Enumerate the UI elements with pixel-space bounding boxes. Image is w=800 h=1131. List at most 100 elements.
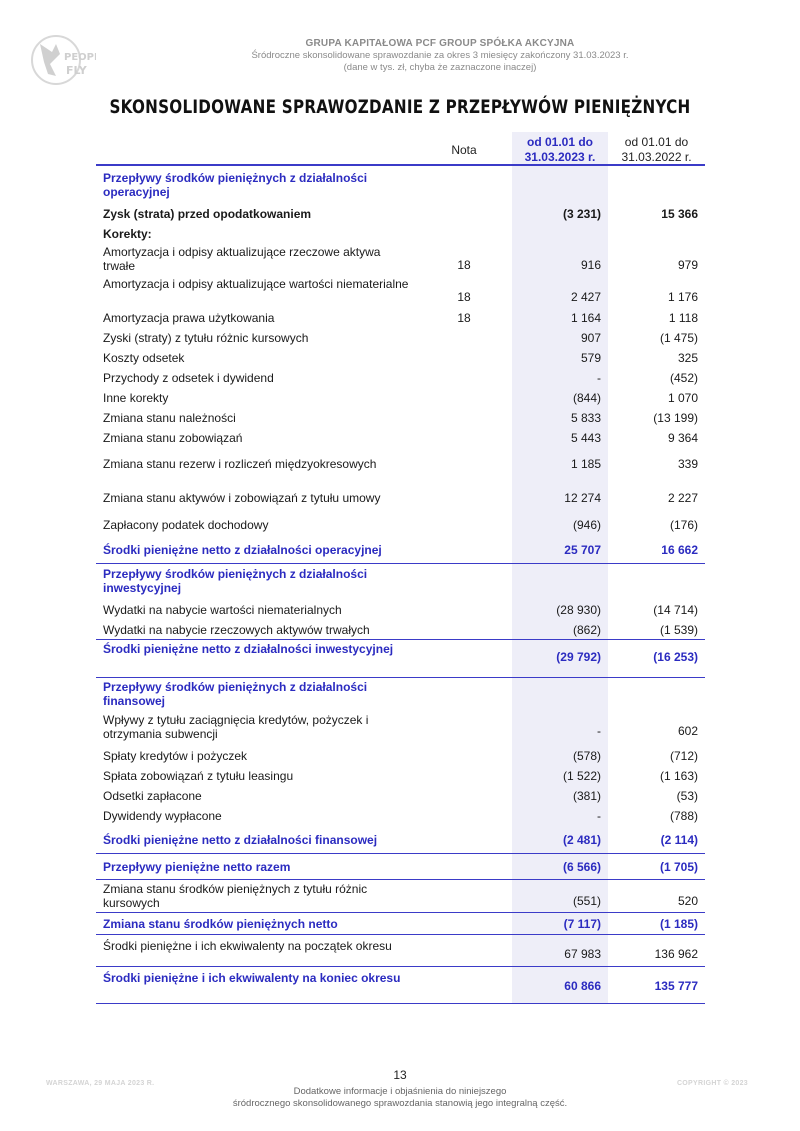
row-label: Amortyzacja i odpisy aktualizujące warto… [103, 277, 409, 291]
table-row: Wydatki na nabycie rzeczowych aktywów tr… [96, 620, 705, 640]
row-label: Zyski (straty) z tytułu różnic kursowych [103, 331, 309, 345]
table-row: Zmiana stanu należności 5 833 (13 199) [96, 408, 705, 428]
row-value-2022: (13 199) [653, 411, 698, 425]
row-value-2022: 1 070 [667, 391, 698, 405]
row-value-2023: - [597, 809, 601, 823]
row-label: Amortyzacja prawa użytkowania [103, 311, 275, 325]
row-value-2022: 9 364 [667, 431, 698, 445]
row-label: Zmiana stanu środków pieniężnych netto [103, 917, 338, 931]
row-label: Zmiana stanu zobowiązań [103, 431, 243, 445]
table-row: Przepływy pieniężne netto razem (6 566) (1… [96, 854, 705, 880]
row-value-2022: 15 366 [661, 207, 698, 221]
row-label: Zmiana stanu rezerw i rozliczeń międzyok… [103, 457, 377, 471]
page-title: SKONSOLIDOWANE SPRAWOZDANIE Z PRZEPŁYWÓW… [109, 96, 691, 118]
row-value-2023: (1 522) [562, 769, 601, 783]
row-value-2022: (452) [669, 371, 698, 385]
row-value-2023: 5 833 [570, 411, 601, 425]
table-row: Amortyzacja i odpisy aktualizujące rzecz… [96, 244, 705, 276]
row-label: Przychody z odsetek i dywidend [103, 371, 274, 385]
row-label: Dywidendy wypłacone [103, 809, 222, 823]
row-value-2023: (3 231) [562, 207, 601, 221]
row-value-2022: 520 [677, 894, 698, 908]
row-value-2022: (176) [669, 518, 698, 532]
table-row: Koszty odsetek 579 325 [96, 348, 705, 368]
page-number: 13 [393, 1068, 407, 1082]
table-row: Środki pieniężne i ich ekwiwalenty na po… [96, 934, 705, 966]
row-value-2023: (28 930) [556, 603, 601, 617]
row-value-2023: - [597, 371, 601, 385]
row-label: Inne korekty [103, 391, 169, 405]
row-value-2023: 579 [580, 351, 601, 365]
footer-place-date: WARSZAWA, 29 MAJA 2023 R. [46, 1080, 155, 1087]
table-row: Przychody z odsetek i dywidend - (452) [96, 368, 705, 388]
row-value-2023: (7 117) [563, 917, 601, 931]
row-value-2022: 16 662 [661, 543, 698, 557]
row-value-2022: (1 185) [659, 917, 698, 931]
row-value-2023: (29 792) [556, 650, 601, 664]
row-value-2023: (6 566) [562, 860, 601, 874]
table-row: Odsetki zapłacone (381) (53) [96, 786, 705, 806]
table-row: Przepływy środków pieniężnych z działaln… [96, 678, 705, 712]
row-label: Środki pieniężne netto z działalności op… [103, 543, 382, 557]
row-label: Przepływy środków pieniężnych z działaln… [103, 680, 368, 708]
row-value-2022: 325 [677, 351, 698, 365]
table-row: Zysk (strata) przed opodatkowaniem (3 231… [96, 204, 705, 224]
prior-period-header: od 01.01 do 31.03.2022 r. [621, 135, 692, 164]
table-row: Przepływy środków pieniężnych z działaln… [96, 564, 705, 600]
footer-copyright: COPYRIGHT © 2023 [676, 1080, 748, 1087]
row-value-2023: 60 866 [564, 979, 601, 993]
row-label: Przepływy środków pieniężnych z działaln… [103, 171, 368, 199]
table-row: Przepływy środków pieniężnych z działaln… [96, 168, 705, 204]
svg-text:PEOPLE: PEOPLE [64, 52, 96, 63]
row-value-2023: (578) [572, 749, 601, 763]
row-value-2023: 2 427 [570, 290, 601, 304]
table-header: Nota od 01.01 do 31.03.2023 r. od 01.01 … [96, 132, 705, 166]
row-label: Odsetki zapłacone [103, 789, 202, 803]
row-value-2023: (862) [572, 623, 601, 637]
row-value-2022: 136 962 [654, 947, 698, 961]
row-value-2023: 916 [580, 258, 601, 272]
row-label: Środki pieniężne netto z działalności in… [103, 642, 394, 656]
row-label: Zysk (strata) przed opodatkowaniem [103, 207, 312, 221]
row-value-2022: 135 777 [654, 979, 698, 993]
table-row: Środki pieniężne netto z działalności fi… [96, 826, 705, 854]
table-row: Inne korekty (844) 1 070 [96, 388, 705, 408]
current-period-column-shade [512, 132, 608, 1004]
table-row: Korekty: [96, 224, 705, 244]
document-header: GRUPA KAPITAŁOWA PCF GROUP SPÓŁKA AKCYJN… [120, 38, 760, 74]
row-label: Wpływy z tytułu zaciągnięcia kredytów, p… [103, 713, 369, 741]
table-row: Zmiana stanu środków pieniężnych netto (7… [96, 912, 705, 934]
row-value-2022: 1 118 [668, 311, 698, 325]
table-row: Amortyzacja i odpisy aktualizujące warto… [96, 276, 705, 308]
table-row: Środki pieniężne netto z działalności in… [96, 640, 705, 678]
nota-header: Nota [451, 143, 477, 157]
table-row: Zmiana stanu środków pieniężnych z tytuł… [96, 880, 705, 912]
row-label: Koszty odsetek [103, 351, 185, 365]
row-label: Spłaty kredytów i pożyczek [103, 749, 248, 763]
report-subtitle: Śródroczne skonsolidowane sprawozdanie z… [251, 50, 629, 61]
row-value-2023: 25 707 [564, 543, 601, 557]
table-row: Zmiana stanu aktywów i zobowiązań z tytu… [96, 480, 705, 514]
row-value-2022: (788) [669, 809, 698, 823]
row-value-2023: - [597, 724, 601, 738]
table-row: Spłata zobowiązań z tytułu leasingu (1 52… [96, 766, 705, 786]
row-value-2022: (1 539) [659, 623, 698, 637]
row-label: Wydatki na nabycie wartości niematerialn… [103, 603, 342, 617]
row-nota: 18 [457, 311, 471, 325]
row-value-2022: 602 [677, 724, 698, 738]
table-row: Zmiana stanu rezerw i rozliczeń międzyok… [96, 448, 705, 480]
row-value-2023: (381) [572, 789, 601, 803]
row-value-2023: 5 443 [570, 431, 601, 445]
row-value-2023: (2 481) [562, 833, 601, 847]
row-label: Zmiana stanu środków pieniężnych z tytuł… [103, 882, 368, 910]
table-row: Amortyzacja prawa użytkowania 18 1 164 1 11… [96, 308, 705, 328]
row-value-2022: (14 714) [653, 603, 698, 617]
row-label: Zmiana stanu należności [103, 411, 236, 425]
row-label: Przepływy środków pieniężnych z działaln… [103, 567, 368, 595]
row-label: Środki pieniężne netto z działalności fi… [103, 833, 378, 847]
table-row: Zmiana stanu zobowiązań 5 443 9 364 [96, 428, 705, 448]
table-row: Dywidendy wypłacone - (788) [96, 806, 705, 826]
row-value-2022: (53) [676, 789, 698, 803]
row-nota: 18 [457, 258, 471, 272]
row-value-2023: 67 983 [564, 947, 601, 961]
